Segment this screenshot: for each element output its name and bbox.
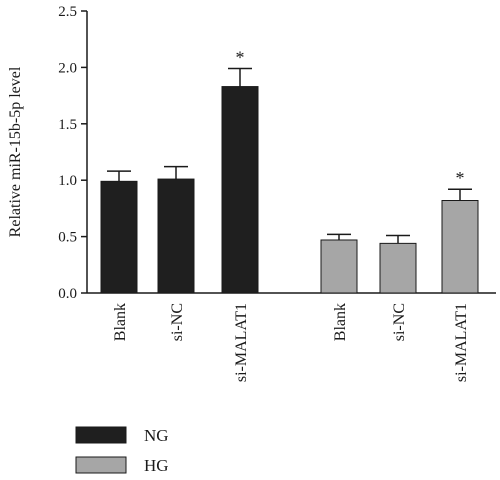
significance-marker: * — [456, 168, 465, 188]
y-axis-label: Relative miR-15b-5p level — [7, 66, 24, 237]
category-label: Blank — [112, 303, 129, 341]
category-label: si-NC — [169, 303, 186, 341]
category-label: si-NC — [391, 303, 408, 341]
y-tick-label: 2.5 — [58, 4, 77, 20]
bar-ng-2 — [221, 86, 259, 294]
y-tick-label: 1.0 — [58, 173, 77, 189]
y-tick-label: 2.0 — [58, 60, 77, 76]
category-label: si-MALAT1 — [233, 303, 250, 382]
error-bars: ** — [107, 48, 472, 244]
bar-hg-2 — [441, 200, 479, 294]
category-label: si-MALAT1 — [453, 303, 470, 382]
y-tick-label: 0.5 — [58, 230, 77, 246]
bars — [100, 86, 479, 294]
significance-marker: * — [236, 48, 245, 68]
legend: NG HG — [75, 426, 169, 475]
bar-hg-1 — [379, 242, 417, 294]
legend-label-hg: HG — [144, 456, 169, 475]
legend-swatch-ng — [75, 426, 127, 444]
legend-swatch-hg — [75, 456, 127, 474]
y-tick-label: 1.5 — [58, 117, 77, 133]
bar-hg-0 — [320, 239, 358, 294]
bar-ng-1 — [157, 178, 195, 294]
axes: 0.0 0.5 1.0 1.5 2.0 2.5 — [58, 4, 496, 302]
category-label: Blank — [332, 303, 349, 341]
legend-label-ng: NG — [144, 426, 169, 445]
bar-ng-0 — [100, 180, 138, 294]
y-tick-label: 0.0 — [58, 286, 77, 302]
category-labels: Blank si-NC si-MALAT1 Blank si-NC si-MALAT1 — [112, 303, 470, 382]
